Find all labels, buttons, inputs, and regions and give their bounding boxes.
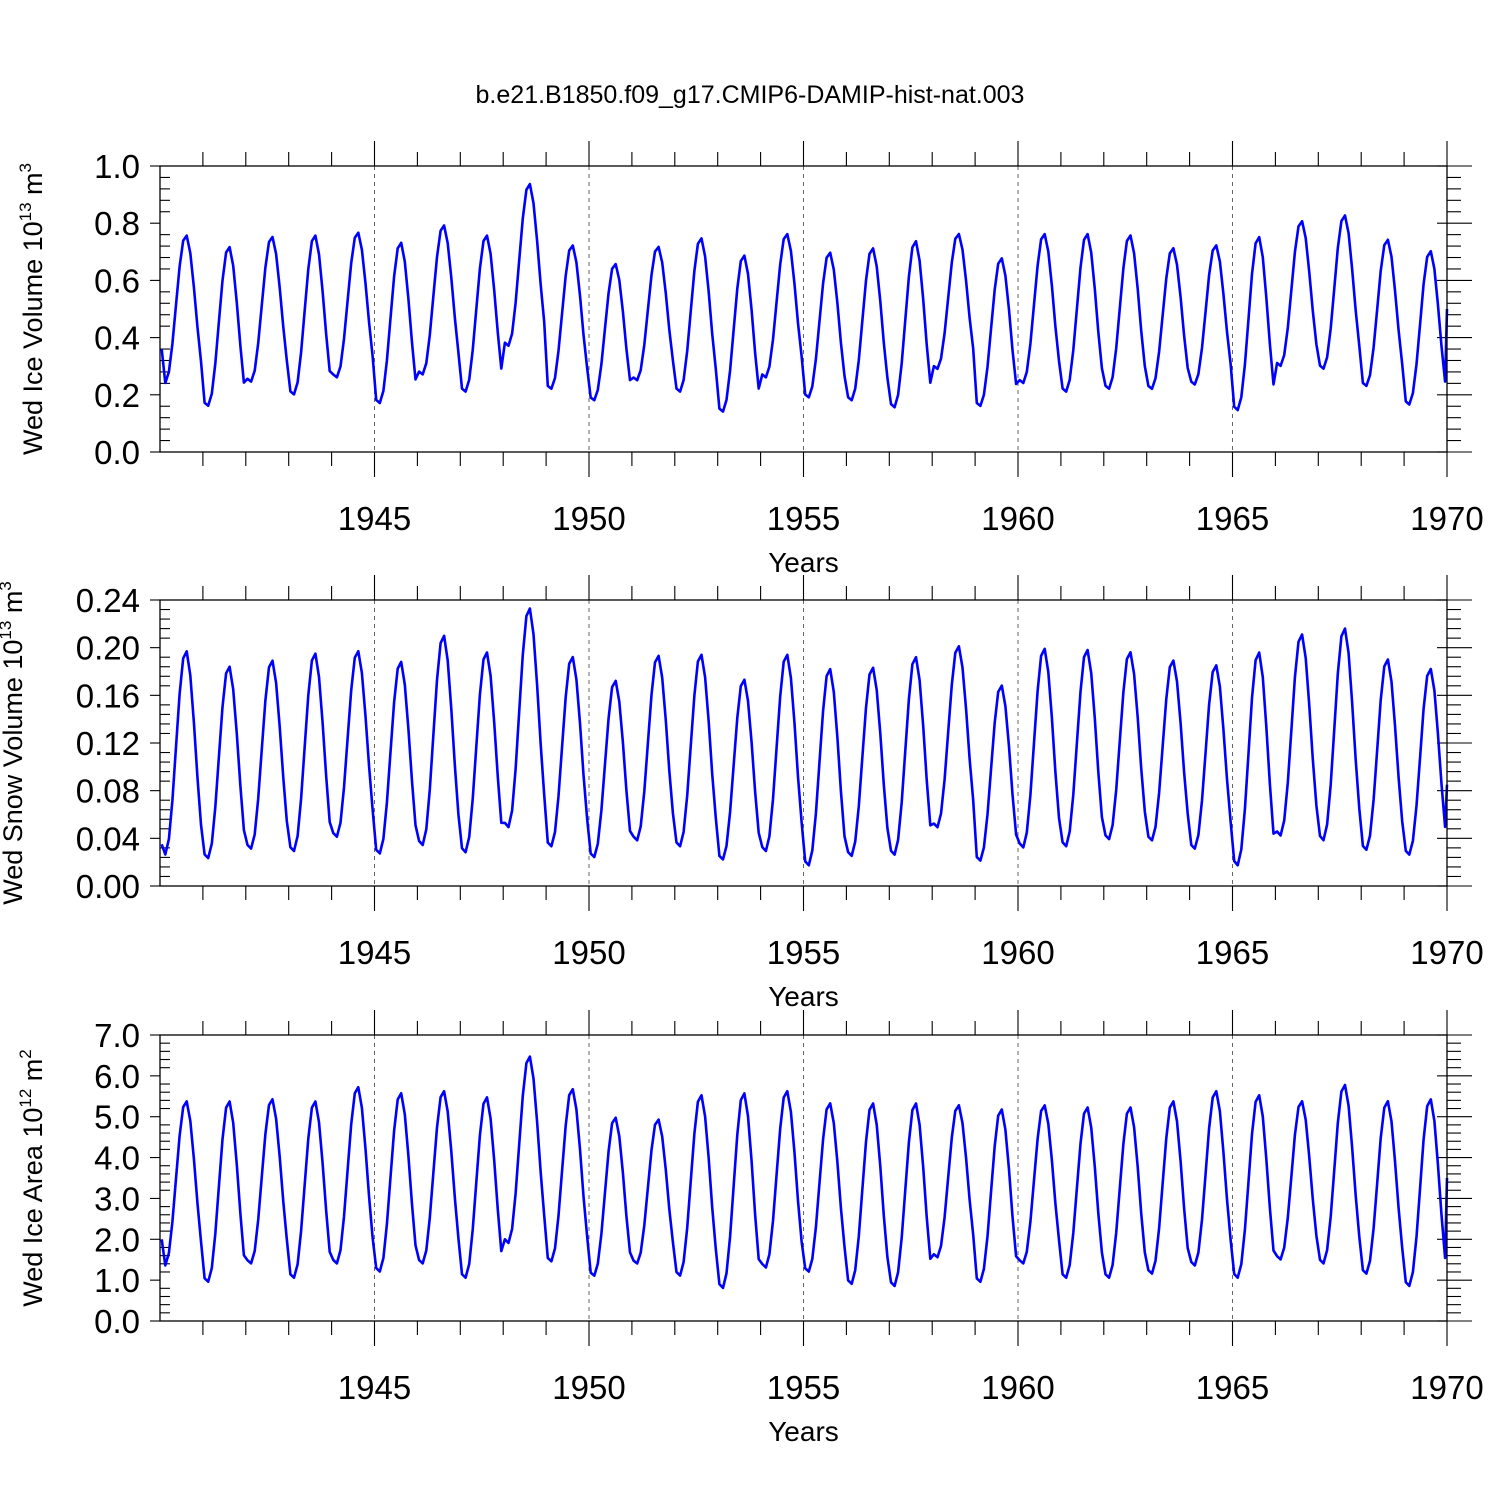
xtick-label-1970: 1970 [1410, 500, 1483, 537]
xtick-label-1965: 1965 [1196, 934, 1269, 971]
ytick-label: 0.12 [76, 725, 140, 762]
ytick-label: 0.16 [76, 677, 140, 714]
xtick-label-1945: 1945 [338, 1369, 411, 1406]
yaxis-label-part: Wed Ice Area 10 [18, 1108, 48, 1307]
xtick-label-1965: 1965 [1196, 1369, 1269, 1406]
panels: 0.0 0.2 0.4 0.6 0.8 1.0 1945 1950 1955 1960 1965 19… [0, 141, 1484, 1447]
ytick-label: 0.04 [76, 820, 140, 857]
figure-title: b.e21.B1850.f09_g17.CMIP6-DAMIP-hist-nat… [476, 81, 1025, 109]
yaxis-label-exponent: 12 [16, 1089, 35, 1108]
ytick-label: 0.6 [94, 262, 140, 299]
ytick-label: 1.0 [94, 1262, 140, 1299]
xtick-label-1970: 1970 [1410, 934, 1483, 971]
xtick-label-1945: 1945 [338, 934, 411, 971]
yaxis-label-part: Wed Ice Volume 10 [18, 221, 48, 455]
yaxis-label-part: m [18, 1059, 48, 1089]
ytick-label: 0.0 [94, 1303, 140, 1340]
ytick-label: 7.0 [94, 1017, 140, 1054]
yaxis-label-exponent: 2 [16, 1049, 35, 1058]
ytick-label: 1.0 [94, 148, 140, 185]
ytick-label: 2.0 [94, 1221, 140, 1258]
xtick-label-1960: 1960 [981, 1369, 1054, 1406]
yaxis-label-exponent: 3 [16, 163, 35, 172]
ytick-label: 0.24 [76, 582, 140, 619]
ytick-label: 4.0 [94, 1140, 140, 1177]
yaxis-label-exponent: 3 [0, 581, 15, 590]
xtick-label-1970: 1970 [1410, 1369, 1483, 1406]
xtick-label-1960: 1960 [981, 934, 1054, 971]
ytick-label: 0.4 [94, 320, 140, 357]
yaxis-label: Wed Snow Volume 1013 m3 [0, 581, 28, 905]
yaxis-label-exponent: 13 [16, 202, 35, 221]
series-line-snow-volume [160, 607, 1449, 867]
xtick-label-1960: 1960 [981, 500, 1054, 537]
ytick-label: 0.00 [76, 868, 140, 905]
xaxis-label: Years [768, 1416, 839, 1447]
xtick-label-1950: 1950 [552, 500, 625, 537]
plot-frame [159, 1034, 1448, 1322]
yaxis-label-exponent: 13 [0, 621, 15, 640]
ytick-label: 0.8 [94, 205, 140, 242]
xtick-label-1955: 1955 [767, 1369, 840, 1406]
ytick-label: 0.2 [94, 377, 140, 414]
ytick-label: 5.0 [94, 1099, 140, 1136]
xtick-label-1955: 1955 [767, 934, 840, 971]
series-line-ice-volume [160, 182, 1449, 413]
ytick-label: 6.0 [94, 1058, 140, 1095]
ytick-label: 3.0 [94, 1180, 140, 1217]
xaxis-label: Years [768, 547, 839, 578]
yaxis-label-part: Wed Snow Volume 10 [0, 640, 28, 905]
chart-panel-ice-area: 0.0 1.0 2.0 3.04.0 5.0 6.0 7.0 1945 1950 1955 1960… [16, 1010, 1484, 1447]
xtick-label-1945: 1945 [338, 500, 411, 537]
yaxis-label: Wed Ice Area 1012 m2 [16, 1049, 48, 1307]
xtick-label-1965: 1965 [1196, 500, 1269, 537]
yaxis-label-part: m [0, 591, 28, 621]
xaxis-label: Years [768, 981, 839, 1012]
chart-panel-snow-volume: 0.00 0.04 0.08 0.12 0.16 0.20 0.24 1945 1950 1955… [0, 575, 1484, 1012]
ytick-label: 0.20 [76, 630, 140, 667]
xtick-label-1955: 1955 [767, 500, 840, 537]
yaxis-label-part: m [18, 172, 48, 202]
xtick-label-1950: 1950 [552, 934, 625, 971]
yaxis-label: Wed Ice Volume 1013 m3 [16, 163, 48, 455]
series-line-ice-area [160, 1055, 1449, 1290]
xtick-label-1950: 1950 [552, 1369, 625, 1406]
plot-frame [159, 165, 1448, 453]
ytick-label: 0.0 [94, 434, 140, 471]
ytick-label: 0.08 [76, 773, 140, 810]
chart-panel-ice-volume: 0.0 0.2 0.4 0.6 0.8 1.0 1945 1950 1955 1960 1965 19… [16, 141, 1484, 578]
plot-frame [159, 599, 1448, 887]
